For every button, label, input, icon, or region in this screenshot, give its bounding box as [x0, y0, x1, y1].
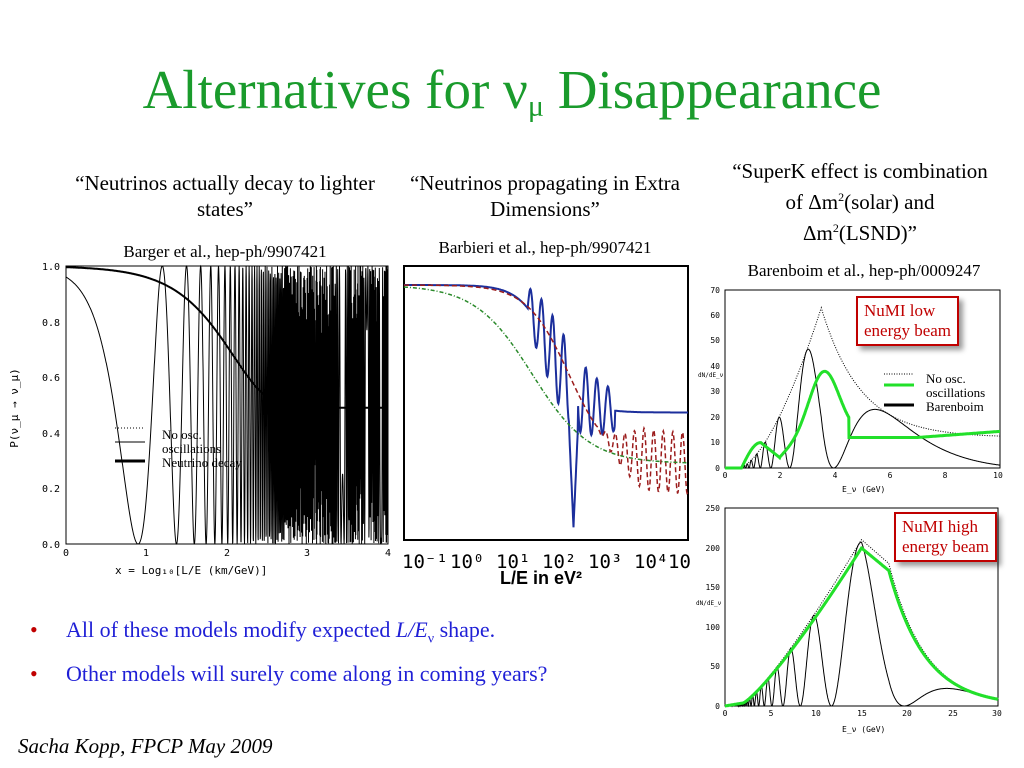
svg-text:0: 0 — [723, 709, 728, 718]
col3-ref: Barenboim et al., hep-ph/0009247 — [747, 261, 981, 280]
numi-low-yticks: 0 10 20 30 40 50 60 70 — [710, 286, 720, 473]
numi-low-legend-item: No osc. — [926, 371, 966, 386]
svg-text:0: 0 — [723, 471, 728, 480]
col1-quote: “Neutrinos actually decay to lighter sta… — [75, 171, 375, 221]
svg-text:200: 200 — [706, 544, 721, 553]
decay-yticks: 0.0 0.2 0.4 0.6 0.8 1.0 — [42, 262, 60, 551]
svg-text:10: 10 — [993, 471, 1003, 480]
svg-text:10: 10 — [811, 709, 821, 718]
extradim-xtick: 10⁰ — [450, 551, 484, 573]
decay-legend: No osc. oscillations Neutrino decay — [162, 428, 242, 470]
svg-text:5: 5 — [769, 709, 774, 718]
decay-ytick: 1.0 — [42, 262, 60, 273]
decay-legend-item: oscillations — [162, 441, 222, 456]
numi-high-callout: NuMI high energy beam — [894, 512, 998, 562]
numi-low-frame — [724, 289, 1001, 469]
decay-xaxis-label: x = Log₁₀[L/E (km/GeV)] — [115, 564, 267, 577]
col2-ref: Barbieri et al., hep-ph/9907421 — [438, 238, 652, 257]
decay-xtick: 0 — [63, 548, 69, 559]
svg-text:10: 10 — [710, 438, 720, 447]
extradim-series-red — [404, 284, 689, 495]
extradim-xticks: 10⁻¹ 10⁰ 10¹ 10² 10³ 10⁴ 10⁵ — [402, 551, 692, 573]
svg-text:20: 20 — [710, 413, 720, 422]
decay-ytick: 0.4 — [42, 429, 60, 440]
svg-text:25: 25 — [948, 709, 958, 718]
col1-ref: Barger et al., hep-ph/9907421 — [123, 242, 327, 261]
col2-quote: “Neutrinos propagating in Extra Dimensio… — [409, 171, 680, 221]
svg-text:20: 20 — [902, 709, 912, 718]
decay-series-neutrino-decay — [66, 266, 388, 409]
decay-ytick: 0.8 — [42, 318, 60, 329]
numi-low-ylabel: dN/dE_ν — [698, 372, 724, 379]
extradim-xtick: 10¹ — [496, 551, 530, 573]
svg-text:50: 50 — [710, 662, 720, 671]
bullet-item: Other models will surely come along in c… — [30, 656, 547, 691]
numi-low-series-barenboim — [725, 369, 1000, 470]
extradim-xtick: 10⁵ — [668, 551, 692, 573]
slide-title: Alternatives for νμ Disappearance — [142, 59, 882, 123]
decay-xtick: 1 — [143, 548, 149, 559]
svg-text:30: 30 — [992, 709, 1002, 718]
extradim-xtick: 10² — [542, 551, 576, 573]
decay-xtick: 4 — [385, 548, 391, 559]
numi-high-series-osc — [725, 541, 999, 708]
decay-xtick: 3 — [304, 548, 310, 559]
bullet-list: All of these models modify expected L/Eν… — [30, 612, 547, 691]
numi-high-yticks: 0 50 100 150 200 250 — [706, 504, 721, 711]
numi-low-xlabel: E_ν (GeV) — [842, 485, 885, 494]
decay-chart: 0.0 0.2 0.4 0.6 0.8 1.0 0 1 2 3 4 x = Lo… — [8, 262, 391, 577]
extradim-xaxis-label: L/E in eV² — [500, 568, 582, 586]
decay-series-oscillations — [65, 264, 389, 545]
decay-ytick: 0.0 — [42, 540, 60, 551]
numi-high-chart: 0 50 100 150 200 250 0 5 10 15 20 25 30 … — [696, 504, 1002, 734]
numi-low-callout: NuMI low energy beam — [856, 296, 960, 346]
extradim-plot-frame — [403, 265, 689, 541]
svg-text:0: 0 — [715, 464, 720, 473]
bullet-item: All of these models modify expected L/Eν… — [30, 612, 547, 656]
numi-low-legend: No osc. oscillations Barenboim — [926, 372, 985, 414]
svg-text:4: 4 — [833, 471, 838, 480]
numi-high-xticks: 0 5 10 15 20 25 30 — [723, 709, 1002, 718]
extradim-xtick: 10⁻¹ — [402, 551, 448, 573]
svg-text:6: 6 — [888, 471, 893, 480]
numi-high-xlabel: E_ν (GeV) — [842, 725, 885, 734]
svg-text:2: 2 — [778, 471, 783, 480]
decay-xticks: 0 1 2 3 4 — [63, 548, 391, 559]
numi-high-series-barenboim — [724, 546, 999, 708]
extradim-chart: 10⁻¹ 10⁰ 10¹ 10² 10³ 10⁴ 10⁵ L/E in eV² — [402, 265, 692, 586]
extradim-series-green — [404, 286, 688, 464]
svg-text:50: 50 — [710, 336, 720, 345]
numi-high-ylabel: dN/dE_ν — [696, 600, 722, 607]
footer-credit: Sacha Kopp, FPCP May 2009 — [18, 734, 273, 758]
numi-low-chart: 0 10 20 30 40 50 60 70 0 2 4 6 8 10 E_ν … — [698, 286, 1003, 494]
svg-text:0: 0 — [715, 702, 720, 711]
svg-text:30: 30 — [710, 387, 720, 396]
svg-text:100: 100 — [706, 623, 721, 632]
extradim-xtick: 10⁴ — [634, 551, 668, 573]
extradim-series-blue — [404, 284, 688, 528]
decay-legend-item: No osc. — [162, 427, 202, 442]
svg-text:40: 40 — [710, 362, 720, 371]
numi-low-legend-item: oscillations — [926, 385, 986, 400]
numi-low-series-noosc — [725, 306, 1000, 469]
svg-text:150: 150 — [706, 583, 721, 592]
numi-high-frame — [724, 507, 999, 707]
col3-quote: “SuperK effect is combination of Δm2(sol… — [732, 159, 988, 245]
extradim-xtick: 10³ — [588, 551, 622, 573]
svg-text:250: 250 — [706, 504, 721, 513]
svg-text:15: 15 — [857, 709, 867, 718]
numi-low-series-osc — [725, 348, 1000, 469]
decay-yaxis-label: P(ν_μ → ν_μ) — [8, 368, 21, 447]
svg-text:8: 8 — [943, 471, 948, 480]
decay-legend-item: Neutrino decay — [162, 455, 242, 470]
decay-ytick: 0.2 — [42, 484, 60, 495]
decay-xtick: 2 — [224, 548, 230, 559]
svg-text:70: 70 — [710, 286, 720, 295]
decay-ytick: 0.6 — [42, 373, 60, 384]
numi-low-legend-item: Barenboim — [926, 399, 984, 414]
numi-low-xticks: 0 2 4 6 8 10 — [723, 471, 1003, 480]
svg-text:60: 60 — [710, 311, 720, 320]
